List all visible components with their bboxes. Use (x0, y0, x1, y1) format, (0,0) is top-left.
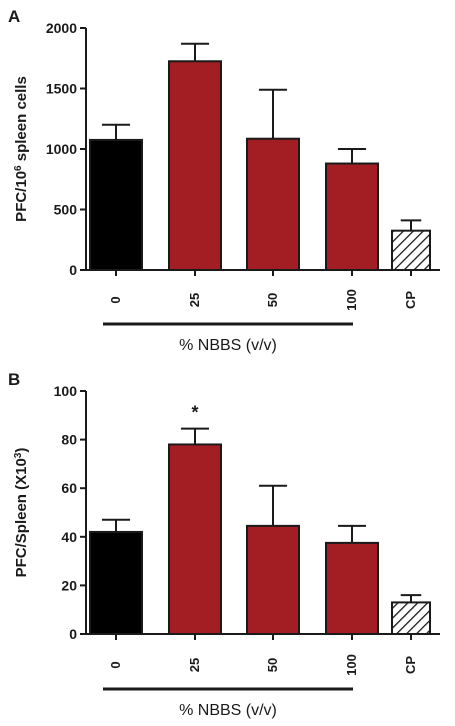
bar-50 (246, 137, 300, 271)
group-label: % NBBS (v/v) (179, 337, 277, 354)
x-tick-label: 25 (187, 293, 202, 307)
y-axis-title-superscript: 3 (13, 452, 24, 458)
y-tick-label: 20 (61, 577, 77, 593)
y-axis-title-superscript: 6 (13, 165, 24, 171)
bar-cp (391, 601, 431, 635)
bar-0 (89, 530, 143, 635)
y-tick-label: 0 (69, 626, 77, 642)
x-tick-label: 0 (108, 661, 123, 668)
chart-panel-a: A 0 500 1000 1500 2000 PFC/106 spleen cells 0 25… (8, 7, 440, 354)
x-tick-label: 25 (187, 658, 202, 672)
bar-cp (391, 229, 431, 272)
x-tick-label: CP (403, 656, 418, 674)
y-axis-title: PFC/106 spleen cells (13, 76, 31, 222)
significance-marker: * (191, 403, 198, 423)
y-tick-label: 40 (61, 529, 77, 545)
panel-label: B (8, 370, 20, 389)
x-tick-label: 50 (265, 658, 280, 672)
x-tick-label: 100 (344, 654, 359, 676)
y-axis-title-main: PFC/10 (13, 171, 30, 222)
y-axis-title: PFC/Spleen (X103) (13, 448, 31, 578)
y-axis-title-tail: ) (13, 448, 30, 453)
x-tick-label: 50 (265, 293, 280, 307)
group-label: % NBBS (v/v) (179, 702, 277, 719)
bar-0 (89, 138, 143, 271)
y-axis-title-tail: spleen cells (13, 76, 30, 165)
bar-100 (325, 162, 379, 272)
y-tick-label: 100 (54, 383, 78, 399)
y-tick-label: 2000 (46, 20, 77, 36)
y-axis-title-main: PFC/Spleen (X10 (13, 458, 30, 577)
bar-25 (168, 60, 222, 272)
x-tick-label: 0 (108, 296, 123, 303)
y-tick-label: 1000 (46, 141, 77, 157)
y-tick-label: 500 (54, 202, 78, 218)
y-tick-label: 0 (69, 262, 77, 278)
y-tick-label: 80 (61, 432, 77, 448)
bar-100 (325, 541, 379, 635)
y-tick-label: 60 (61, 480, 77, 496)
chart-panel-b: B 0 20 40 60 80 100 PFC/Spleen (X103) 0 25 50 100 CP… (8, 370, 440, 719)
panel-label: A (8, 7, 20, 26)
y-tick-label: 1500 (46, 81, 77, 97)
bar-25 (168, 443, 222, 635)
x-tick-label: CP (403, 291, 418, 309)
x-tick-label: 100 (344, 289, 359, 311)
bar-50 (246, 524, 300, 635)
